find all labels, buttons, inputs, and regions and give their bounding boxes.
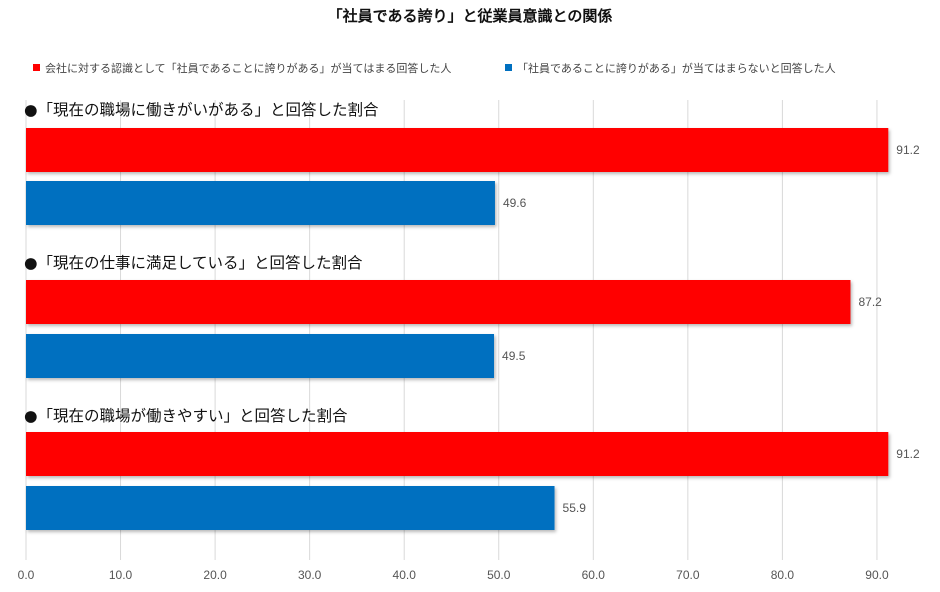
x-axis: 0.0 10.0 20.0 30.0 40.0 50.0 60.0 70.0 80.0 90.0: [18, 568, 889, 582]
legend: 会社に対する認識として「社員であることに誇りがある」が当てはまる回答した人 「社…: [33, 61, 836, 75]
x-tick-label: 70.0: [676, 568, 700, 582]
legend-swatch-series-2: [505, 64, 512, 71]
bar-series-2: [26, 486, 555, 530]
x-tick-label: 10.0: [109, 568, 133, 582]
category-label: ●「現在の職場に働きがいがある」と回答した割合: [24, 101, 379, 119]
labels: ●「現在の職場に働きがいがある」と回答した割合 91.2 49.6 ●「現在の仕事に満…: [24, 101, 920, 515]
x-tick-label: 60.0: [582, 568, 606, 582]
data-label: 91.2: [896, 447, 920, 461]
bar-series-1: [26, 280, 851, 324]
x-tick-label: 20.0: [203, 568, 227, 582]
bars: [26, 128, 889, 530]
bar-series-1: [26, 432, 889, 476]
category-label: ●「現在の仕事に満足している」と回答した割合: [24, 254, 363, 272]
data-label: 87.2: [858, 295, 882, 309]
bar-series-1: [26, 128, 889, 172]
bar-series-2: [26, 181, 495, 225]
gridlines: [25, 100, 878, 560]
x-tick-label: 40.0: [393, 568, 417, 582]
data-label: 49.6: [503, 196, 527, 210]
category-label: ●「現在の職場が働きやすい」と回答した割合: [24, 407, 348, 425]
data-label: 55.9: [563, 501, 587, 515]
x-tick-label: 50.0: [487, 568, 511, 582]
data-label: 49.5: [502, 349, 526, 363]
chart-title: 「社員である誇り」と従業員意識との関係: [328, 7, 613, 25]
bar-series-2: [26, 334, 495, 378]
legend-swatch-series-1: [33, 64, 40, 71]
legend-label-series-2: 「社員であることに誇りがある」が当てはまらないと回答した人: [517, 61, 836, 75]
data-label: 91.2: [896, 143, 920, 157]
x-tick-label: 90.0: [865, 568, 889, 582]
x-tick-label: 0.0: [18, 568, 35, 582]
x-tick-label: 30.0: [298, 568, 322, 582]
legend-label-series-1: 会社に対する認識として「社員であることに誇りがある」が当てはまる回答した人: [45, 61, 451, 75]
x-tick-label: 80.0: [771, 568, 795, 582]
